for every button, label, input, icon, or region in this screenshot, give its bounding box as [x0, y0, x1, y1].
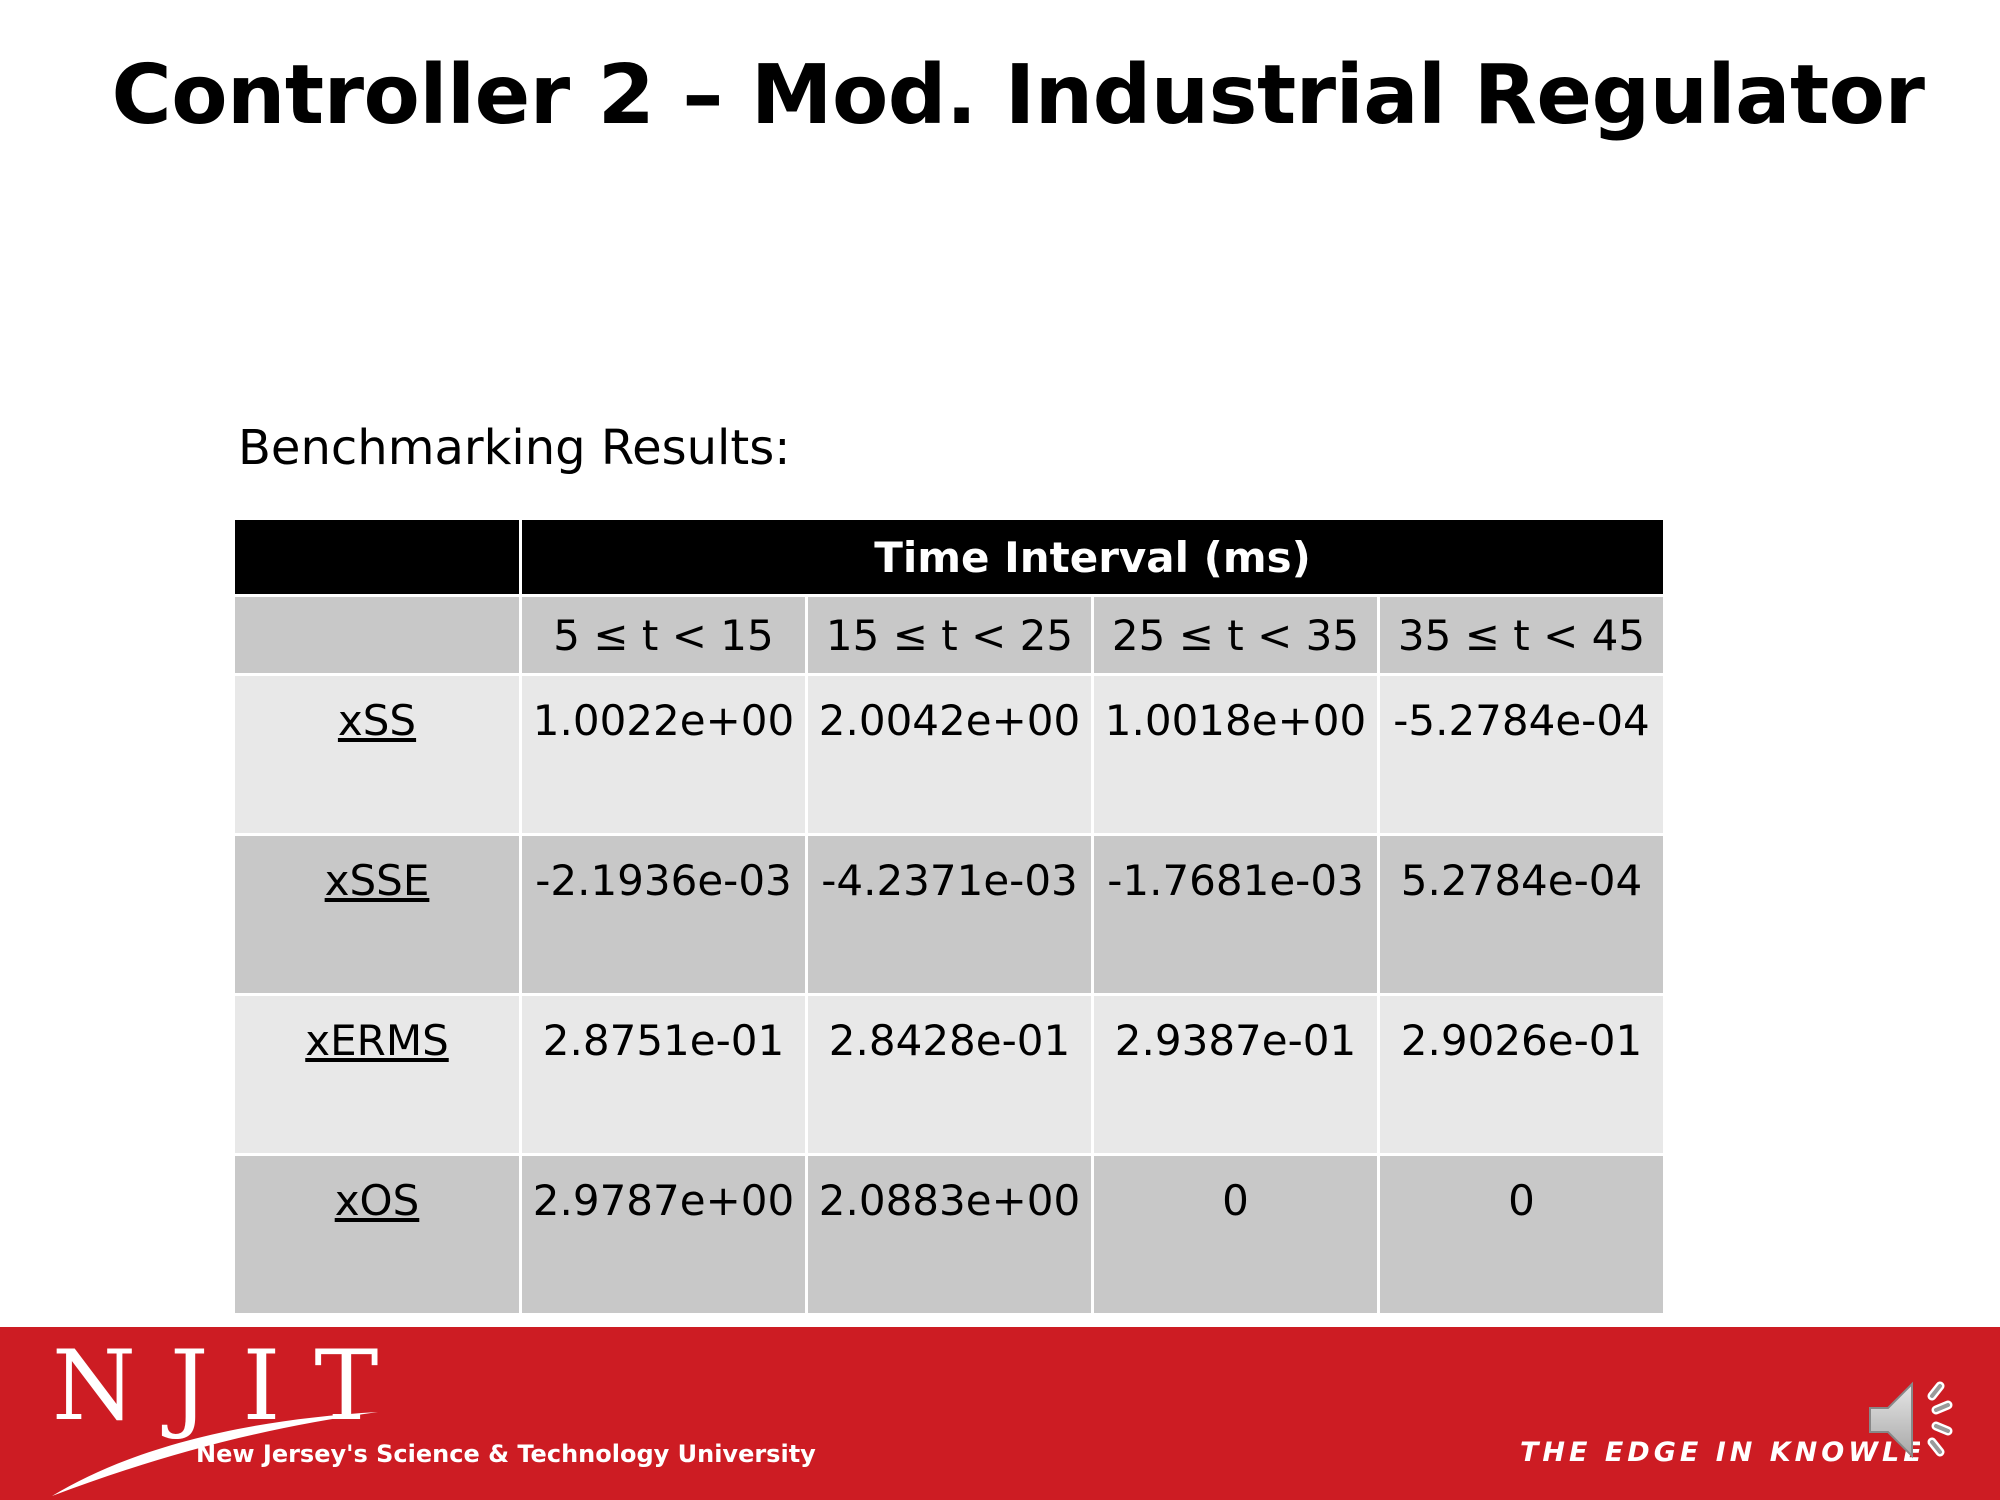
- university-name: New Jersey's Science & Technology Univer…: [196, 1440, 816, 1468]
- row-label-text: xSSE: [324, 856, 430, 905]
- benchmark-table: Time Interval (ms) 5 ≤ t < 15 15 ≤ t < 2…: [232, 517, 1666, 1316]
- time-interval-header: Time Interval (ms): [522, 520, 1663, 594]
- table-cell: 0: [1094, 1156, 1377, 1313]
- table-cell: 2.9026e-01: [1380, 996, 1663, 1153]
- table-cell: 1.0022e+00: [522, 676, 805, 833]
- row-label-text: xSS: [337, 696, 417, 745]
- table-cell: -2.1936e-03: [522, 836, 805, 993]
- table-cell: 0: [1380, 1156, 1663, 1313]
- tagline: THE EDGE IN KNOWLEDGE: [1520, 1437, 1920, 1468]
- interval-empty-cell: [235, 597, 519, 673]
- table-cell: 2.8428e-01: [808, 996, 1091, 1153]
- row-label: xOS: [235, 1156, 519, 1313]
- speaker-icon[interactable]: [1862, 1370, 1982, 1470]
- table-header-row: Time Interval (ms): [235, 520, 1663, 594]
- table-cell: 2.0042e+00: [808, 676, 1091, 833]
- row-label: xSS: [235, 676, 519, 833]
- footer-bar: [0, 1327, 2000, 1500]
- table-cell: -4.2371e-03: [808, 836, 1091, 993]
- table-cell: 2.9387e-01: [1094, 996, 1377, 1153]
- table-row: xSSE -2.1936e-03 -4.2371e-03 -1.7681e-03…: [235, 836, 1663, 993]
- table-cell: 2.0883e+00: [808, 1156, 1091, 1313]
- row-label: xERMS: [235, 996, 519, 1153]
- table-row: xERMS 2.8751e-01 2.8428e-01 2.9387e-01 2…: [235, 996, 1663, 1153]
- interval-header: 25 ≤ t < 35: [1094, 597, 1377, 673]
- table-cell: 2.8751e-01: [522, 996, 805, 1153]
- interval-header: 15 ≤ t < 25: [808, 597, 1091, 673]
- table-cell: 5.2784e-04: [1380, 836, 1663, 993]
- table-row: xSS 1.0022e+00 2.0042e+00 1.0018e+00 -5.…: [235, 676, 1663, 833]
- slide-title: Controller 2 – Mod. Industrial Regulator: [111, 48, 1925, 143]
- interval-header: 5 ≤ t < 15: [522, 597, 805, 673]
- interval-header: 35 ≤ t < 45: [1380, 597, 1663, 673]
- table-cell: 2.9787e+00: [522, 1156, 805, 1313]
- table-cell: 1.0018e+00: [1094, 676, 1377, 833]
- interval-row: 5 ≤ t < 15 15 ≤ t < 25 25 ≤ t < 35 35 ≤ …: [235, 597, 1663, 673]
- row-label-text: xERMS: [305, 1016, 449, 1065]
- section-label: Benchmarking Results:: [238, 420, 791, 476]
- table-row: xOS 2.9787e+00 2.0883e+00 0 0: [235, 1156, 1663, 1313]
- row-label: xSSE: [235, 836, 519, 993]
- header-empty-cell: [235, 520, 519, 594]
- row-label-text: xOS: [334, 1176, 420, 1225]
- table-cell: -5.2784e-04: [1380, 676, 1663, 833]
- table-cell: -1.7681e-03: [1094, 836, 1377, 993]
